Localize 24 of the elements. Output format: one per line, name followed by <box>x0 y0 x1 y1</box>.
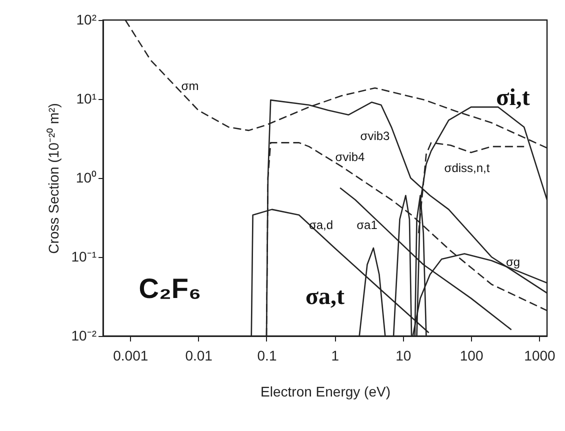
annotation: σa1 <box>356 218 378 232</box>
annotation: σm <box>181 79 199 93</box>
x-tick-label: 0.01 <box>185 348 213 364</box>
y-tick-label: 10⁻¹ <box>71 248 97 264</box>
annotation: σg <box>506 255 520 269</box>
y-tick-label: 10⁰ <box>76 170 96 186</box>
y-axis-title: Cross Section (10⁻²⁰ m²) <box>45 103 62 254</box>
annotation: σvib3 <box>360 129 390 143</box>
annotation: σvib4 <box>335 150 366 164</box>
x-axis-title: Electron Energy (eV) <box>260 384 390 400</box>
x-tick-label: 0.1 <box>257 348 277 364</box>
x-tick-label: 100 <box>460 348 484 364</box>
y-tick-label: 10⁻² <box>71 328 97 344</box>
x-tick-label: 0.001 <box>113 348 148 364</box>
x-tick-label: 1 <box>331 348 340 364</box>
annotation: σa,t <box>305 284 345 310</box>
x-tick-label: 1000 <box>524 348 556 364</box>
x-tick-label: 10 <box>396 348 412 364</box>
y-tick-label: 10¹ <box>76 90 97 106</box>
y-tick-label: 10² <box>76 12 97 28</box>
annotation: σa,d <box>308 218 334 232</box>
annotation: C₂F₆ <box>138 273 202 304</box>
annotation: σdiss,n,t <box>444 161 490 175</box>
annotation: σi,t <box>496 85 530 111</box>
